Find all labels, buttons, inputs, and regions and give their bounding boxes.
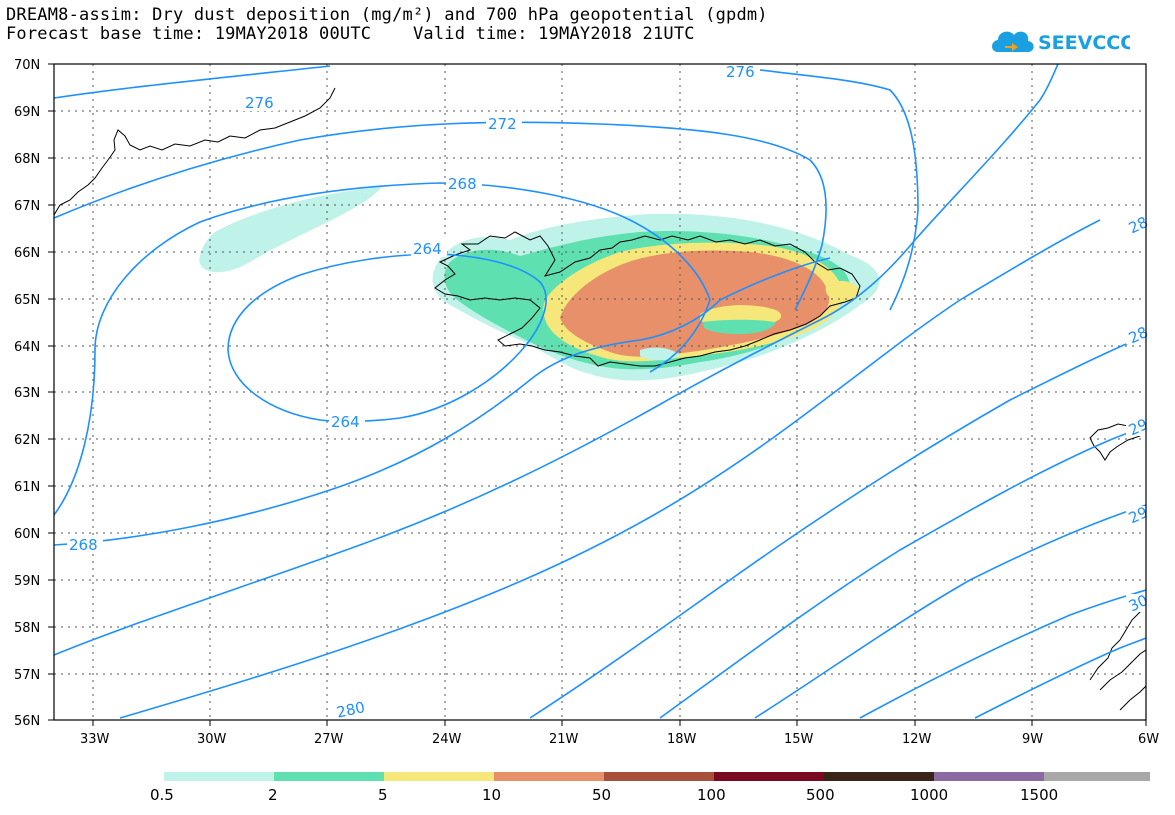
lon-label: 33W <box>80 732 110 747</box>
contour-292 <box>754 504 1146 719</box>
lat-label: 68N <box>14 152 40 167</box>
lat-label: 66N <box>14 246 40 261</box>
contour-272 <box>54 121 827 311</box>
cloud-icon <box>992 31 1034 52</box>
dust-deposition-field <box>199 187 880 381</box>
legend-swatch <box>824 772 934 781</box>
lon-label: 21W <box>549 732 579 747</box>
dust-area-east-tip <box>825 280 859 303</box>
greenland-coast <box>54 87 336 216</box>
lon-label: 15W <box>784 732 814 747</box>
title-line-2: Forecast base time: 19MAY2018 00UTC Vali… <box>6 24 695 44</box>
contour-label-268b: 268 <box>69 536 98 554</box>
seevccc-logo: SEEVCCC <box>992 31 1130 54</box>
contour-label-276a: 276 <box>245 94 274 112</box>
contour-296 <box>859 589 1146 719</box>
iceland-coast <box>434 231 861 367</box>
lat-label: 69N <box>14 105 40 120</box>
legend-swatches <box>164 772 1150 781</box>
contour-label-264b: 264 <box>331 413 360 431</box>
lon-label: 12W <box>902 732 932 747</box>
lon-label: 9W <box>1022 732 1043 747</box>
lat-label: 70N <box>14 58 40 73</box>
lat-label: 60N <box>14 527 40 542</box>
legend-labels: 0.5 2 5 10 50 100 500 1000 1500 <box>150 786 1058 804</box>
contour-268-south <box>54 257 831 546</box>
legend-swatch <box>384 772 494 781</box>
contour-label-276b: 276 <box>726 63 755 81</box>
graticule <box>54 64 1146 720</box>
contour-label-268a: 268 <box>448 175 477 193</box>
contour-268 <box>54 182 711 516</box>
lon-label: 6W <box>1138 732 1159 747</box>
lon-label: 18W <box>667 732 697 747</box>
lat-label: 63N <box>14 386 40 401</box>
legend-label: 1000 <box>910 786 948 804</box>
lon-label: 30W <box>197 732 227 747</box>
legend-swatch <box>1044 772 1150 781</box>
contour-276 <box>54 65 919 311</box>
scotland-coast <box>1089 607 1146 711</box>
legend-label: 10 <box>482 786 501 804</box>
lat-label: 62N <box>14 433 40 448</box>
lat-label: 64N <box>14 340 40 355</box>
lat-label: 61N <box>14 480 40 495</box>
dust-area-south-patch <box>640 347 680 361</box>
lat-label: 67N <box>14 199 40 214</box>
contour-label-264a: 264 <box>413 240 442 258</box>
contour-280 <box>54 64 1059 656</box>
lon-label: 24W <box>432 732 462 747</box>
legend-swatch <box>714 772 824 781</box>
contour-label-272: 272 <box>488 115 517 133</box>
dust-area-inner-yellow <box>700 305 782 322</box>
longitude-labels: 33W 30W 27W 24W 21W 18W 15W 12W 9W 6W <box>80 732 1159 747</box>
axis-ticks <box>48 63 1147 726</box>
chart-title: DREAM8-assim: Dry dust deposition (mg/m²… <box>6 6 768 44</box>
contour-280b <box>119 219 1101 719</box>
contour-label-280: 280 <box>335 698 367 722</box>
legend-swatch <box>164 772 274 781</box>
legend-label: 50 <box>592 786 611 804</box>
lon-label: 27W <box>314 732 344 747</box>
contour-300 <box>974 637 1146 719</box>
contour-264 <box>227 253 547 423</box>
lat-label: 65N <box>14 293 40 308</box>
coastlines <box>54 87 1146 711</box>
dust-area-west <box>199 187 382 273</box>
latitude-labels: 70N 69N 68N 67N 66N 65N 64N 63N 62N 61N … <box>14 58 40 729</box>
legend-swatch <box>494 772 604 781</box>
geopotential-contours <box>54 64 1146 719</box>
legend-label: 0.5 <box>150 786 174 804</box>
legend-label: 1500 <box>1020 786 1058 804</box>
lat-label: 58N <box>14 621 40 636</box>
legend-label: 500 <box>806 786 835 804</box>
logo-text: SEEVCCC <box>1038 32 1130 54</box>
legend-label: 5 <box>378 786 388 804</box>
lat-label: 57N <box>14 668 40 683</box>
contour-284 <box>529 337 1141 719</box>
legend-label: 100 <box>697 786 726 804</box>
legend-swatch <box>274 772 384 781</box>
legend-swatch <box>934 772 1044 781</box>
lat-label: 56N <box>14 714 40 729</box>
title-line-1: DREAM8-assim: Dry dust deposition (mg/m²… <box>6 5 768 25</box>
legend-label: 2 <box>268 786 278 804</box>
contour-288 <box>659 425 1146 719</box>
lat-label: 59N <box>14 574 40 589</box>
legend-swatch <box>604 772 714 781</box>
